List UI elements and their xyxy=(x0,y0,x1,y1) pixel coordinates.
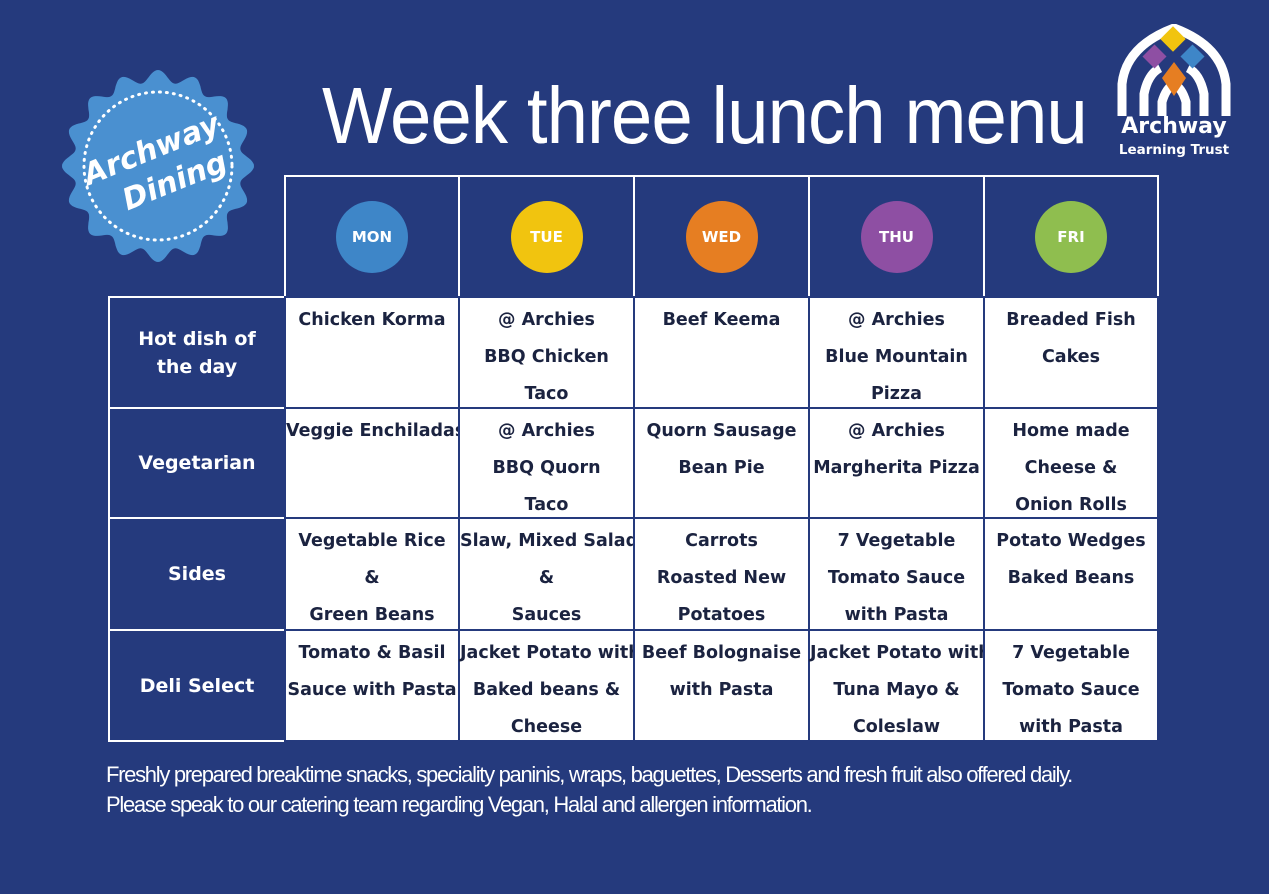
menu-item-line: Blue Mountain xyxy=(825,347,968,367)
menu-item-line: Cheese & xyxy=(1024,458,1118,478)
menu-cell: Potato Wedges Baked Beans xyxy=(983,517,1159,631)
menu-item-line: Pizza xyxy=(870,384,922,404)
menu-item-line: Onion Rolls xyxy=(1015,495,1127,515)
logo-name: Archway xyxy=(1121,114,1227,139)
menu-item-line: Veggie Enchiladas xyxy=(286,421,466,441)
day-circle: TUE xyxy=(510,200,583,273)
menu-cell: Jacket Potato with Tuna Mayo & Coleslaw xyxy=(808,629,991,742)
row-label: Deli Select xyxy=(108,629,286,742)
menu-item-line: Margherita Pizza xyxy=(813,458,980,478)
menu-item-line: & xyxy=(364,568,380,588)
menu-item-line: Sauces xyxy=(511,605,582,625)
menu-item-line: Jacket Potato with xyxy=(810,643,991,663)
day-header-tue: TUE xyxy=(458,175,635,298)
menu-item-line: with Pasta xyxy=(844,605,949,625)
menu-cell: Chicken Korma xyxy=(284,296,460,409)
menu-item-line: Tomato & Basil xyxy=(298,643,446,663)
badge-seal-icon: Archway Dining xyxy=(62,70,254,262)
menu-item-line: Breaded Fish xyxy=(1006,310,1136,330)
menu-item-line: Baked Beans xyxy=(1007,568,1135,588)
footer-line-1: Freshly prepared breaktime snacks, speci… xyxy=(106,762,1073,787)
menu-item-line: @ Archies xyxy=(848,310,945,330)
menu-cell: Beef Bolognaise with Pasta xyxy=(633,629,810,742)
day-circle: MON xyxy=(336,200,408,273)
menu-item-line: BBQ Quorn xyxy=(492,458,601,478)
menu-item-line: Jacket Potato with xyxy=(460,643,641,663)
menu-item-line: Baked beans & xyxy=(472,680,621,700)
page-title: Week three lunch menu xyxy=(322,71,1088,160)
menu-item-line: Carrots xyxy=(685,531,758,551)
menu-item-line: Tuna Mayo & xyxy=(833,680,960,700)
menu-item-line: & xyxy=(538,568,555,588)
row-label-text: Vegetarian xyxy=(138,452,256,474)
menu-cell: Carrots Roasted New Potatoes xyxy=(633,517,810,631)
menu-cell: 7 Vegetable Tomato Sauce with Pasta xyxy=(808,517,985,631)
menu-cell: Tomato & Basil Sauce with Pasta xyxy=(284,629,460,742)
menu-item-line: Coleslaw xyxy=(852,717,941,737)
menu-cell: Slaw, Mixed Salad & Sauces xyxy=(458,517,639,631)
menu-cell: Breaded Fish Cakes xyxy=(983,296,1159,409)
row-label: Vegetarian xyxy=(108,407,286,519)
menu-item-line: Sauce with Pasta xyxy=(287,680,457,700)
footer-line-2: Please speak to our catering team regard… xyxy=(106,792,813,817)
menu-cell: @ Archies BBQ Chicken Taco xyxy=(458,296,635,409)
menu-item-line: Vegetable Rice xyxy=(298,531,446,551)
menu-item-line: Bean Pie xyxy=(678,458,765,478)
menu-item-line: Taco xyxy=(524,384,569,404)
menu-cell: Quorn Sausage Bean Pie xyxy=(633,407,810,519)
menu-item-line: Taco xyxy=(524,495,569,515)
row-label-text: Sides xyxy=(168,563,226,585)
day-header-wed: WED xyxy=(633,175,810,298)
row-label-text: Hot dish of the day xyxy=(138,327,256,378)
menu-item-line: Beef Bolognaise xyxy=(641,643,802,663)
day-circle: THU xyxy=(860,200,933,273)
day-header-mon: MON xyxy=(284,175,460,298)
menu-item-line: 7 Vegetable xyxy=(1012,643,1130,663)
menu-item-line: @ Archies xyxy=(848,421,945,441)
menu-item-line: 7 Vegetable xyxy=(837,531,956,551)
menu-item-line: Potatoes xyxy=(677,605,766,625)
menu-item-line: Beef Keema xyxy=(662,310,781,330)
day-circle: FRI xyxy=(1035,200,1107,273)
menu-item-line: Cheese xyxy=(510,717,583,737)
menu-cell: Beef Keema xyxy=(633,296,810,409)
menu-item-line: BBQ Chicken xyxy=(484,347,609,367)
menu-cell: Vegetable Rice & Green Beans xyxy=(284,517,460,631)
archway-dining-badge: Archway Dining xyxy=(58,66,258,266)
menu-item-line: @ Archies xyxy=(498,421,595,441)
menu-item-line: Potato Wedges xyxy=(996,531,1146,551)
archway-arch-icon xyxy=(1117,23,1231,116)
row-label-text: Deli Select xyxy=(139,674,255,697)
menu-cell: @ Archies Margherita Pizza xyxy=(808,407,985,519)
menu-cell: Veggie Enchiladas xyxy=(284,407,466,519)
menu-item-line: Cakes xyxy=(1041,347,1101,367)
menu-item-line: Tomato Sauce xyxy=(1002,680,1140,700)
logo-subtitle: Learning Trust xyxy=(1118,142,1230,158)
menu-item-line: Home made xyxy=(1012,421,1130,441)
menu-item-line: Quorn Sausage xyxy=(646,421,797,441)
menu-item-line: Green Beans xyxy=(309,605,435,625)
menu-cell: Home made Cheese & Onion Rolls xyxy=(983,407,1159,519)
day-circle: WED xyxy=(685,200,758,273)
day-header-thu: THU xyxy=(808,175,985,298)
menu-item-line: with Pasta xyxy=(1019,717,1123,737)
day-header-fri: FRI xyxy=(983,175,1159,298)
menu-cell: @ Archies BBQ Quorn Taco xyxy=(458,407,635,519)
menu-item-line: Chicken Korma xyxy=(298,310,446,330)
menu-item-line: Tomato Sauce xyxy=(827,568,966,588)
menu-cell: Jacket Potato with Baked beans & Cheese xyxy=(458,629,641,742)
menu-item-line: @ Archies xyxy=(498,310,595,330)
row-label: Hot dish of the day xyxy=(108,296,286,409)
menu-item-line: Slaw, Mixed Salad xyxy=(460,531,639,551)
menu-cell: @ Archies Blue Mountain Pizza xyxy=(808,296,985,409)
menu-item-line: with Pasta xyxy=(669,680,774,700)
archway-logo: Archway Learning Trust xyxy=(1112,23,1236,164)
menu-item-line: Roasted New xyxy=(656,568,787,588)
row-label: Sides xyxy=(108,517,286,631)
menu-cell: 7 Vegetable Tomato Sauce with Pasta xyxy=(983,629,1159,742)
